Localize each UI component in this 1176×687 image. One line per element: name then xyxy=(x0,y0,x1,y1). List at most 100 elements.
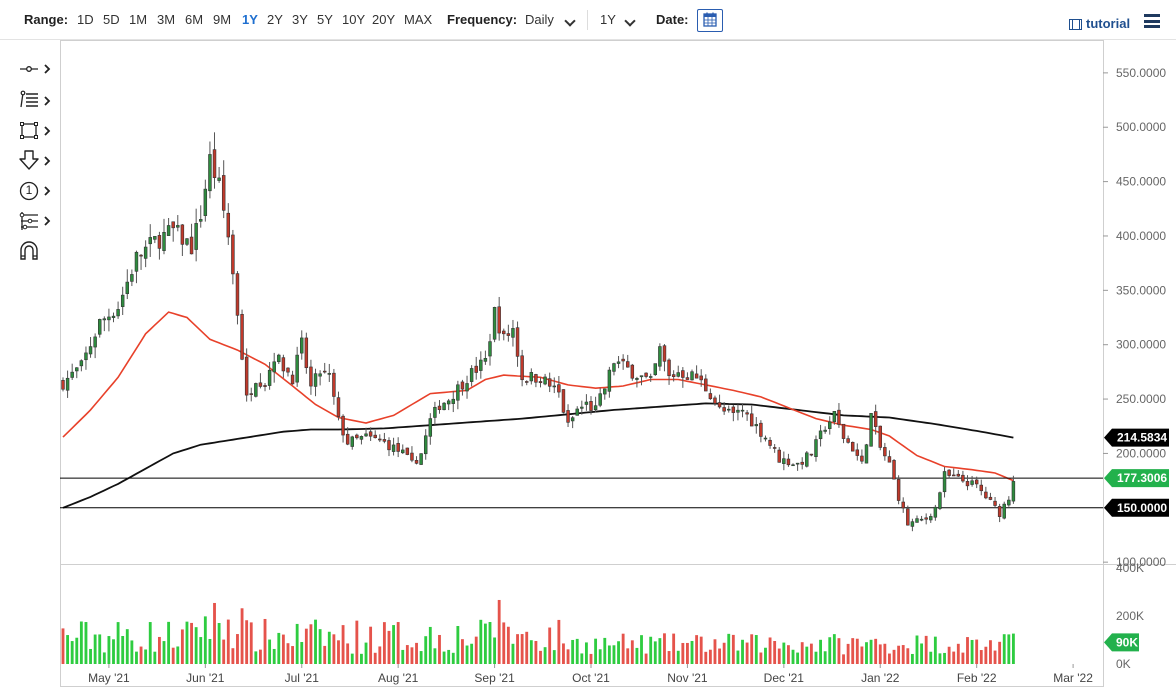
candle-body xyxy=(469,368,474,382)
range-3m-button[interactable]: 3M xyxy=(157,12,176,27)
range-1m-button[interactable]: 1M xyxy=(129,12,148,27)
volume-bar xyxy=(644,653,648,664)
volume-bar xyxy=(259,649,262,664)
volume-bar xyxy=(819,639,822,664)
candle-body xyxy=(176,225,180,228)
candle-body xyxy=(589,401,593,411)
candle-body xyxy=(180,224,185,245)
volume-bar xyxy=(300,641,304,664)
range-1d-button[interactable]: 1D xyxy=(77,12,94,27)
calendar-button[interactable] xyxy=(697,9,723,32)
candle-body xyxy=(598,393,602,406)
candle-body xyxy=(759,422,763,437)
tutorial-link[interactable]: tutorial xyxy=(1069,16,1130,31)
volume-bar xyxy=(667,651,671,664)
range-20y-button[interactable]: 20Y xyxy=(372,12,396,27)
candle-body xyxy=(635,378,639,380)
volume-bar xyxy=(410,647,414,664)
volume-bar xyxy=(190,622,193,664)
volume-bar xyxy=(286,643,290,664)
fibonacci-tool-icon xyxy=(20,90,51,108)
period-select[interactable]: 1Y xyxy=(600,12,616,27)
range-max-button[interactable]: MAX xyxy=(404,12,433,27)
rectangle-tool-icon xyxy=(20,122,51,139)
range-5y-button[interactable]: 5Y xyxy=(317,12,333,27)
range-1y-button[interactable]: 1Y xyxy=(242,12,258,27)
volume-bar xyxy=(75,637,79,664)
chart-canvas[interactable]: 550.0000 500.0000 450.0000 400.0000 350.0000… xyxy=(60,40,1176,687)
candle-body xyxy=(855,449,860,456)
volume-bar xyxy=(84,622,88,664)
menu-icon[interactable] xyxy=(1144,14,1160,28)
volume-bar xyxy=(226,619,230,664)
candle-body xyxy=(116,309,120,317)
range-10y-button[interactable]: 10Y xyxy=(342,12,366,27)
candle-body xyxy=(933,506,938,518)
volume-bar xyxy=(851,638,855,664)
range-9m-button[interactable]: 9M xyxy=(213,12,232,27)
candle-body xyxy=(511,328,515,338)
candle-body xyxy=(970,480,974,485)
candle-body xyxy=(722,407,726,412)
candle-body xyxy=(837,409,841,425)
volume-bar xyxy=(915,635,919,664)
volume-bar xyxy=(360,653,363,664)
range-6m-button[interactable]: 6M xyxy=(185,12,204,27)
candle-body xyxy=(603,388,607,395)
candle-body xyxy=(639,375,644,378)
price-chart[interactable]: 550.0000 500.0000 450.0000 400.0000 350.0000… xyxy=(60,40,1176,687)
frequency-chevron-down-icon[interactable] xyxy=(564,15,576,27)
arrow-tool-icon xyxy=(19,150,51,170)
candle-body xyxy=(676,372,680,377)
volume-bar xyxy=(415,642,418,664)
volume-bar xyxy=(989,640,992,664)
candle-body xyxy=(557,384,561,393)
candle-body xyxy=(869,413,873,447)
volume-bar xyxy=(1002,634,1006,664)
period-chevron-down-icon[interactable] xyxy=(624,15,636,27)
candle-body xyxy=(189,236,194,255)
candle-body xyxy=(465,383,469,392)
moving-average-200-line xyxy=(62,402,1014,509)
volume-bar xyxy=(291,646,294,664)
volume-bar xyxy=(254,651,258,664)
candle-body xyxy=(235,273,240,316)
volume-bar xyxy=(731,634,735,664)
volume-bar xyxy=(708,649,712,664)
volume-bar xyxy=(157,636,161,664)
volume-bar xyxy=(419,651,423,664)
candle-body xyxy=(350,436,354,447)
candle-body xyxy=(681,370,685,378)
candle-body xyxy=(1011,481,1016,502)
range-5d-button[interactable]: 5D xyxy=(103,12,120,27)
volume-bar xyxy=(180,629,184,664)
price-axis-label: 550.0000 xyxy=(1116,66,1166,80)
volume-bar xyxy=(314,619,317,664)
rectangle-tool-button[interactable] xyxy=(18,117,56,141)
candle-body xyxy=(575,408,579,416)
volume-bar xyxy=(203,616,207,664)
range-3y-button[interactable]: 3Y xyxy=(292,12,308,27)
price-axis-label: 450.0000 xyxy=(1116,175,1166,189)
line-tool-button[interactable] xyxy=(18,55,56,79)
frequency-select[interactable]: Daily xyxy=(525,12,554,27)
volume-bar xyxy=(878,644,882,664)
moving-average-50-line xyxy=(62,311,1014,482)
fibonacci-tool-button[interactable] xyxy=(18,87,56,111)
range-2y-button[interactable]: 2Y xyxy=(267,12,283,27)
candle-body xyxy=(1002,503,1006,519)
candle-body xyxy=(107,316,111,321)
volume-bar xyxy=(984,646,988,664)
arrow-tool-button[interactable] xyxy=(18,147,56,171)
candle-body xyxy=(148,237,152,245)
pitchfork-tool-button[interactable] xyxy=(18,209,56,233)
number-marker-tool-button[interactable]: 1 xyxy=(18,179,56,203)
candle-body xyxy=(364,433,368,437)
candle-body xyxy=(777,449,781,463)
volume-bar xyxy=(364,642,368,664)
volume-bar xyxy=(580,653,584,664)
magnet-tool-button[interactable] xyxy=(18,239,56,263)
candle-body xyxy=(768,439,772,446)
volume-bar xyxy=(548,627,552,664)
volume-bar xyxy=(451,652,455,664)
